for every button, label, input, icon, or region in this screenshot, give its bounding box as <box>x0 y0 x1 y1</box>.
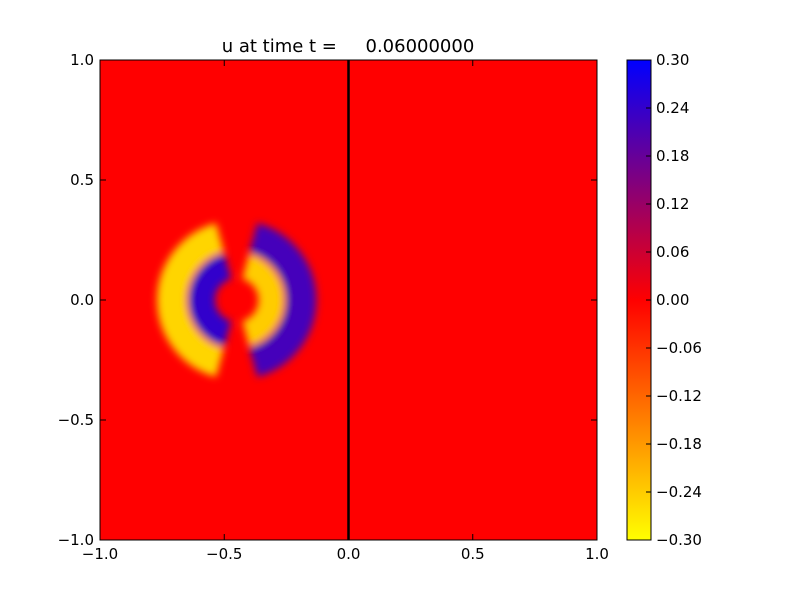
colorbar-tick-label: −0.06 <box>656 339 702 357</box>
colorbar-tick-label: −0.24 <box>656 483 702 501</box>
colorbar-tick-label: −0.12 <box>656 387 702 405</box>
colorbar-tick-label: 0.06 <box>656 243 689 261</box>
colorbar: 0.30 0.24 0.18 0.12 0.06 0.00 −0.06 −0.12 −0.18 −… <box>626 51 702 549</box>
inner-ring-right <box>241 253 285 347</box>
y-tick-label: 0.0 <box>70 291 94 309</box>
ring-pattern <box>157 223 317 377</box>
colorbar-tick-label: −0.30 <box>656 531 702 549</box>
colorbar-tick-label: −0.18 <box>656 435 702 453</box>
y-tick-label: −0.5 <box>58 411 94 429</box>
chart-title: u at time t = 0.06000000 <box>222 36 475 57</box>
outer-ring-left <box>157 223 225 377</box>
plot-area <box>100 60 597 540</box>
y-tick-label: −1.0 <box>58 531 94 549</box>
x-tick-label: −0.5 <box>206 545 242 563</box>
y-tick-label: 0.5 <box>70 171 94 189</box>
inner-ring-left <box>188 253 232 347</box>
x-tick-label: 0.5 <box>461 545 485 563</box>
colorbar-tick-label: 0.18 <box>656 147 689 165</box>
x-tick-label: 1.0 <box>585 545 609 563</box>
colorbar-tick-label: 0.24 <box>656 99 689 117</box>
x-tick-label: −1.0 <box>82 545 118 563</box>
outer-ring-right <box>248 223 317 377</box>
y-tick-label: 1.0 <box>70 51 94 69</box>
axes: −1.0 −0.5 0.0 0.5 1.0 −1.0 −0.5 0.0 0.5 1.0 <box>58 51 609 563</box>
colorbar-tick-label: 0.00 <box>656 291 689 309</box>
x-tick-label: 0.0 <box>337 545 361 563</box>
colorbar-tick-label: 0.12 <box>656 195 689 213</box>
colorbar-tick-label: 0.30 <box>656 51 689 69</box>
